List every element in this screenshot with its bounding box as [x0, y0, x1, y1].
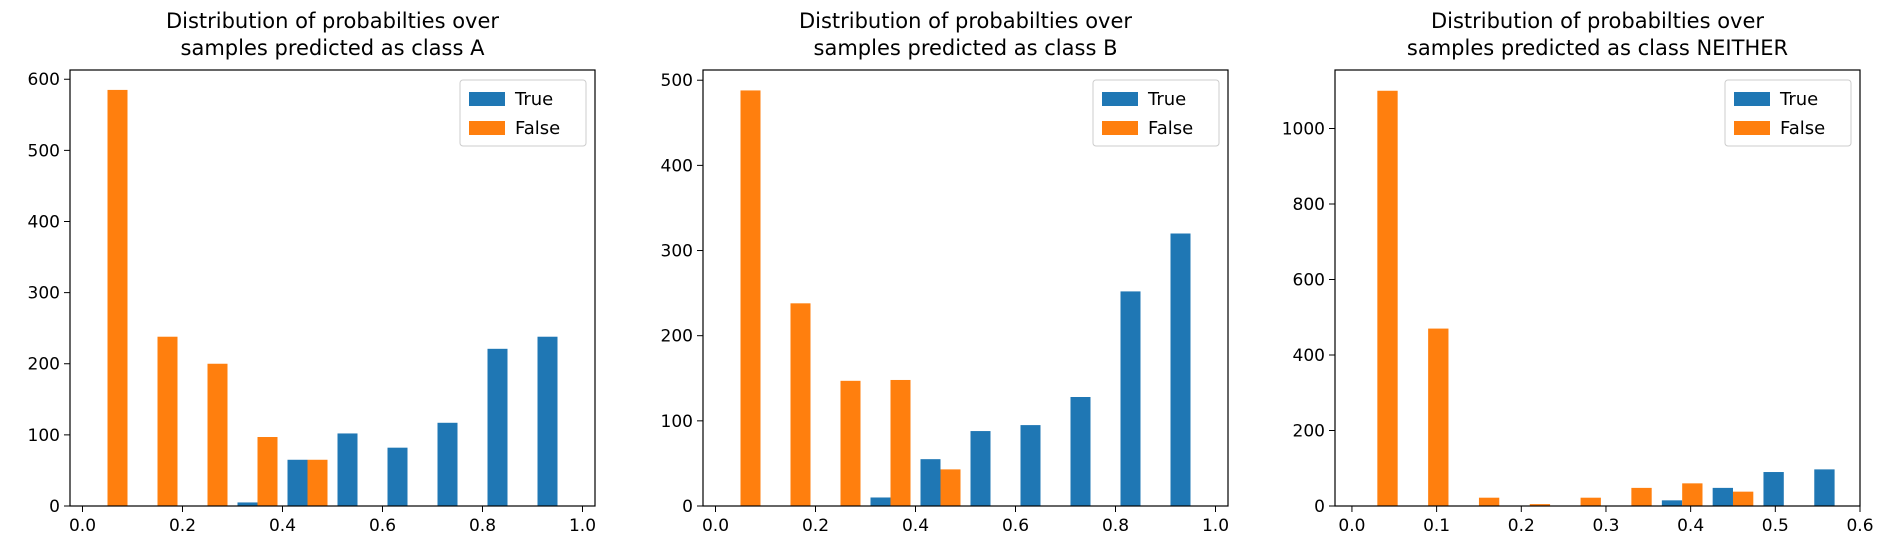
- y-tick-label: 400: [661, 156, 693, 176]
- chart-title-line: samples predicted as class A: [181, 36, 486, 60]
- legend-label-true: True: [1147, 89, 1186, 110]
- bar-true: [1020, 425, 1041, 506]
- x-tick-label: 0.2: [802, 516, 829, 536]
- plot-frame: [69, 69, 596, 507]
- legend-swatch-true: [1734, 92, 1770, 106]
- bar-true: [1814, 469, 1835, 506]
- legend-swatch-false: [1102, 121, 1138, 135]
- y-tick-label: 0: [49, 497, 60, 517]
- bar-false: [840, 380, 861, 506]
- legend-label-false: False: [1148, 118, 1193, 139]
- y-tick-label: 600: [28, 70, 60, 90]
- x-tick-label: 0.8: [469, 516, 496, 536]
- bar-false: [1682, 483, 1703, 506]
- y-tick-label: 100: [661, 412, 693, 432]
- bar-false: [257, 437, 278, 506]
- x-tick-label: 0.0: [69, 516, 96, 536]
- chart-title-line: samples predicted as class B: [814, 36, 1118, 60]
- bar-false: [1631, 487, 1652, 506]
- bar-true: [337, 433, 358, 506]
- bar-true: [1070, 397, 1091, 506]
- x-tick-label: 0.6: [369, 516, 396, 536]
- y-tick-label: 200: [28, 355, 60, 375]
- bar-true: [1120, 291, 1141, 506]
- bar-false: [1529, 504, 1551, 506]
- bar-true: [1763, 472, 1784, 506]
- x-tick-label: 0.4: [269, 516, 296, 536]
- legend-label-false: False: [1780, 118, 1825, 139]
- y-tick-label: 400: [1293, 346, 1325, 366]
- bar-false: [1428, 328, 1449, 506]
- x-tick-label: 0.6: [1002, 516, 1029, 536]
- plot-frame: [702, 69, 1229, 507]
- x-tick-label: 1.0: [569, 516, 596, 536]
- bar-false: [740, 90, 761, 506]
- bar-true: [870, 497, 891, 506]
- x-tick-label: 0.0: [1338, 516, 1365, 536]
- y-tick-label: 300: [28, 284, 60, 304]
- bar-true: [920, 459, 941, 506]
- legend-label-true: True: [514, 89, 553, 110]
- x-tick-label: 0.5: [1762, 516, 1789, 536]
- x-tick-label: 0.6: [1846, 516, 1873, 536]
- y-tick-label: 0: [682, 497, 693, 517]
- legend-label-true: True: [1779, 89, 1818, 110]
- bar-false: [307, 459, 328, 506]
- y-tick-label: 500: [661, 71, 693, 91]
- y-tick-label: 200: [1293, 422, 1325, 442]
- chart-title-line: Distribution of probabilties over: [166, 9, 499, 33]
- bar-false: [207, 363, 228, 506]
- y-tick-label: 0: [1314, 497, 1325, 517]
- bar-true: [237, 502, 258, 506]
- bar-true: [970, 431, 991, 506]
- bar-false: [940, 469, 961, 506]
- chart-panel-3: Distribution of probabilties over samples…: [1282, 9, 1874, 536]
- x-tick-label: 0.2: [1508, 516, 1535, 536]
- bar-true: [387, 447, 408, 506]
- bar-false: [157, 336, 178, 506]
- x-tick-label: 0.0: [702, 516, 729, 536]
- legend-swatch-true: [1102, 92, 1138, 106]
- chart-title-line: samples predicted as class NEITHER: [1407, 36, 1788, 60]
- bar-true: [1712, 487, 1733, 506]
- chart-title-line: Distribution of probabilties over: [799, 9, 1132, 33]
- bar-false: [1377, 90, 1398, 506]
- y-tick-label: 500: [28, 141, 60, 161]
- bar-false: [1732, 491, 1754, 506]
- chart-title-line: Distribution of probabilties over: [1431, 9, 1764, 33]
- x-tick-label: 1.0: [1202, 516, 1229, 536]
- y-tick-label: 800: [1293, 195, 1325, 215]
- bar-true: [1170, 233, 1191, 506]
- y-tick-label: 200: [661, 327, 693, 347]
- x-tick-label: 0.2: [169, 516, 196, 536]
- legend-swatch-false: [469, 121, 505, 135]
- bar-false: [107, 89, 128, 507]
- x-tick-label: 0.3: [1592, 516, 1619, 536]
- legend-swatch-false: [1734, 121, 1770, 135]
- bar-false: [1478, 497, 1500, 506]
- bar-true: [287, 459, 308, 506]
- x-tick-label: 0.4: [902, 516, 929, 536]
- chart-panel-1: Distribution of probabilties over samples…: [28, 9, 596, 536]
- y-tick-label: 100: [28, 426, 60, 446]
- bar-true: [1661, 500, 1683, 506]
- y-tick-label: 1000: [1282, 120, 1325, 140]
- x-tick-label: 0.8: [1102, 516, 1129, 536]
- chart-panel-2: Distribution of probabilties over samples…: [661, 9, 1229, 536]
- x-tick-label: 0.4: [1677, 516, 1704, 536]
- bar-false: [890, 379, 911, 506]
- y-tick-label: 300: [661, 242, 693, 262]
- bar-true: [487, 348, 508, 506]
- bar-false: [1580, 497, 1601, 506]
- plot-frame: [1334, 69, 1861, 507]
- legend-label-false: False: [515, 118, 560, 139]
- bar-true: [537, 336, 558, 506]
- y-tick-label: 600: [1293, 271, 1325, 291]
- bar-true: [437, 422, 458, 506]
- legend-swatch-true: [469, 92, 505, 106]
- y-tick-label: 400: [28, 212, 60, 232]
- x-tick-label: 0.1: [1423, 516, 1450, 536]
- bar-false: [790, 303, 811, 506]
